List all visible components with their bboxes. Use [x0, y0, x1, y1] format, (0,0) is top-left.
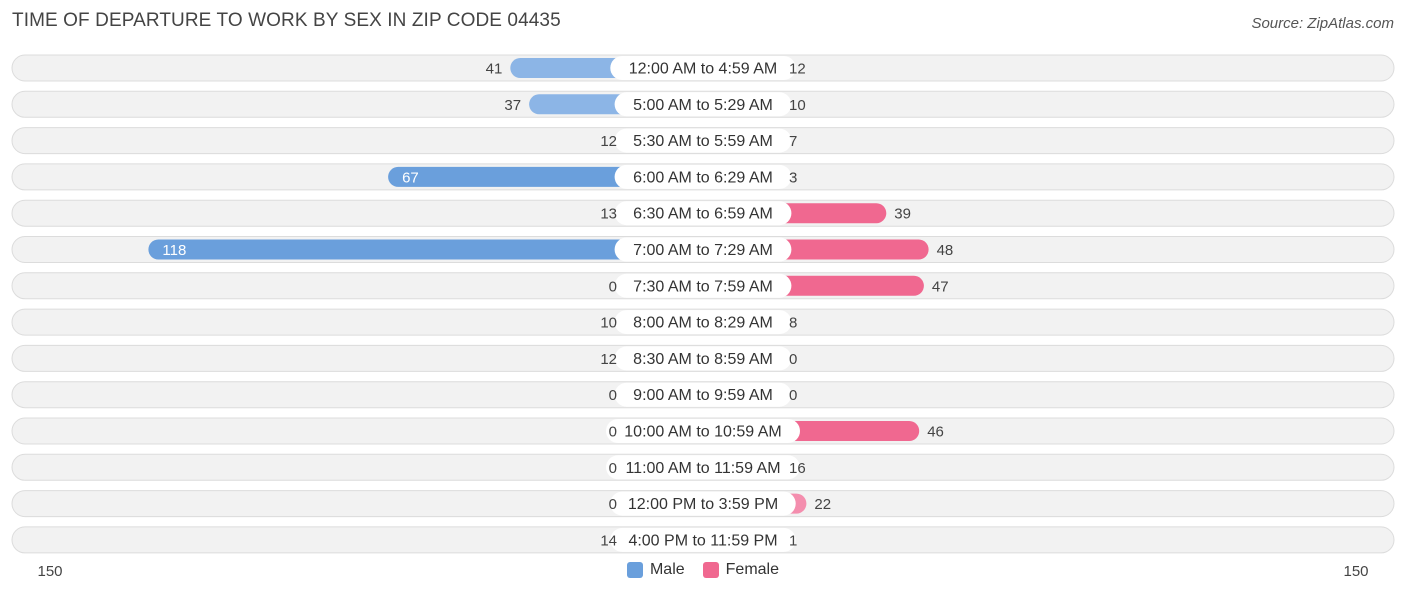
chart-row: 12:00 AM to 4:59 AM 41 12	[11, 54, 1395, 82]
chart-row: 10:00 AM to 10:59 AM 0 46	[11, 417, 1395, 445]
chart-row: 11:00 AM to 11:59 AM 0 16	[11, 453, 1395, 481]
legend-item-male[interactable]: Male	[626, 561, 685, 579]
category-label: 5:30 AM to 5:59 AM	[633, 133, 773, 150]
category-label-bg	[614, 382, 792, 407]
legend-swatch-male	[626, 562, 643, 578]
legend-label-female: Female	[725, 561, 780, 578]
chart-row: 8:00 AM to 8:29 AM 10 8	[11, 308, 1395, 336]
category-label-bg	[606, 419, 800, 443]
chart-row: 5:30 AM to 5:59 AM 12 7	[11, 127, 1395, 155]
category-label: 10:00 AM to 10:59 AM	[624, 424, 781, 441]
chart-row: 7:00 AM to 7:29 AM 118 48	[11, 236, 1395, 263]
category-label: 12:00 AM to 4:59 AM	[629, 61, 778, 78]
male-value-label: 0	[609, 460, 617, 477]
category-label-bg	[614, 310, 792, 335]
male-value-label: 10	[600, 315, 617, 332]
male-value-label: 0	[609, 387, 617, 404]
female-value-label: 47	[932, 278, 949, 295]
category-label-bg	[610, 527, 796, 552]
category-label-bg	[614, 201, 792, 226]
male-bar[interactable]	[148, 239, 703, 260]
category-label: 4:00 PM to 11:59 PM	[628, 532, 777, 549]
category-label: 12:00 PM to 3:59 PM	[628, 496, 778, 513]
chart-row: 9:00 AM to 9:59 AM 0 0	[11, 381, 1395, 409]
female-value-label: 48	[937, 242, 954, 259]
category-label-bg	[610, 491, 796, 516]
chart-row: 4:00 PM to 11:59 PM 14 1	[11, 526, 1395, 554]
female-value-label: 0	[789, 351, 797, 368]
male-value-label: 14	[600, 532, 617, 549]
chart-row: 6:00 AM to 6:29 AM 67 3	[11, 163, 1395, 191]
category-label: 11:00 AM to 11:59 AM	[625, 460, 780, 477]
male-value-label: 0	[609, 496, 617, 513]
female-value-label: 3	[789, 169, 797, 186]
male-value-label: 67	[402, 169, 419, 186]
male-value-label: 12	[600, 351, 617, 368]
category-label: 7:00 AM to 7:29 AM	[633, 242, 773, 259]
female-value-label: 8	[789, 315, 797, 332]
male-value-label: 37	[504, 97, 521, 114]
legend-swatch-female	[702, 562, 719, 578]
female-value-label: 0	[789, 387, 797, 404]
male-value-label: 0	[609, 424, 617, 441]
category-label: 9:00 AM to 9:59 AM	[633, 387, 773, 404]
male-value-label: 118	[162, 242, 186, 259]
female-value-label: 1	[789, 532, 797, 549]
category-label: 8:00 AM to 8:29 AM	[633, 315, 773, 332]
category-label: 6:30 AM to 6:59 AM	[633, 206, 773, 223]
chart-row: 8:30 AM to 8:59 AM 12 0	[11, 344, 1395, 372]
female-value-label: 46	[927, 424, 944, 441]
female-value-label: 39	[894, 206, 911, 223]
category-label: 8:30 AM to 8:59 AM	[633, 351, 773, 368]
chart-row: 7:30 AM to 7:59 AM 0 47	[11, 272, 1395, 300]
male-value-label: 0	[609, 278, 617, 295]
male-value-label: 13	[600, 206, 617, 223]
source-note: Source: ZipAtlas.com	[1251, 15, 1394, 32]
legend-label-male: Male	[649, 561, 685, 578]
axis-label-right: 150	[1343, 563, 1368, 580]
female-value-label: 10	[789, 97, 806, 114]
category-label-bg	[614, 128, 792, 153]
male-value-label: 41	[486, 61, 503, 78]
female-value-label: 22	[814, 496, 831, 513]
chart-row: 6:30 AM to 6:59 AM 13 39	[11, 199, 1395, 227]
category-label: 6:00 AM to 6:29 AM	[633, 169, 773, 186]
chart-row: 12:00 PM to 3:59 PM 0 22	[11, 490, 1395, 518]
category-label-bg	[606, 455, 800, 480]
female-value-label: 16	[789, 460, 806, 477]
male-value-label: 12	[600, 133, 617, 150]
category-label: 5:00 AM to 5:29 AM	[633, 97, 773, 114]
axis-label-left: 150	[37, 563, 62, 580]
category-label-bg	[614, 346, 792, 371]
female-value-label: 12	[789, 61, 806, 78]
category-label-bg	[614, 273, 792, 298]
chart-row: 5:00 AM to 5:29 AM 37 10	[11, 90, 1395, 118]
female-value-label: 7	[789, 133, 797, 150]
category-label-bg	[614, 164, 792, 189]
category-label-bg	[614, 237, 792, 262]
category-label: 7:30 AM to 7:59 AM	[633, 278, 773, 295]
legend-item-female[interactable]: Female	[702, 561, 780, 579]
chart-legend: Male Female	[0, 561, 1406, 579]
chart-title: TIME OF DEPARTURE TO WORK BY SEX IN ZIP …	[12, 10, 561, 31]
category-label-bg	[614, 92, 792, 117]
category-label-bg	[610, 56, 796, 80]
